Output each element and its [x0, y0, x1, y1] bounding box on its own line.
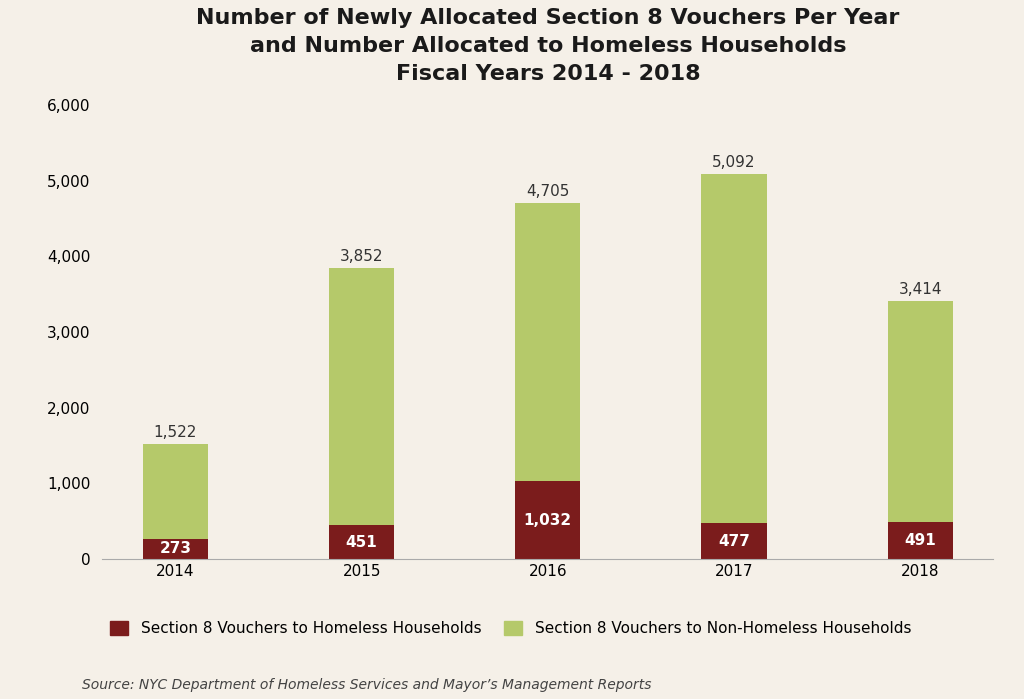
Text: 3,852: 3,852 [340, 249, 383, 264]
Bar [515, 481, 581, 559]
Bar [329, 525, 394, 559]
Text: 3,414: 3,414 [898, 282, 942, 297]
Text: 491: 491 [904, 533, 936, 548]
Legend: Section 8 Vouchers to Homeless Households, Section 8 Vouchers to Non-Homeless Ho: Section 8 Vouchers to Homeless Household… [110, 621, 911, 636]
Text: 451: 451 [346, 535, 378, 549]
Text: 1,032: 1,032 [524, 512, 571, 528]
Bar [888, 522, 952, 559]
Bar [329, 268, 394, 525]
Text: 273: 273 [160, 541, 191, 556]
Bar [701, 523, 767, 559]
Text: 5,092: 5,092 [713, 154, 756, 170]
Bar [888, 301, 952, 522]
Text: Source: NYC Department of Homeless Services and Mayor’s Management Reports: Source: NYC Department of Homeless Servi… [82, 677, 651, 691]
Bar [143, 444, 208, 538]
Bar [143, 538, 208, 559]
Bar [701, 173, 767, 523]
Text: 1,522: 1,522 [154, 425, 198, 440]
Title: Number of Newly Allocated Section 8 Vouchers Per Year
and Number Allocated to Ho: Number of Newly Allocated Section 8 Vouc… [197, 8, 899, 84]
Text: 477: 477 [718, 533, 750, 549]
Bar [515, 203, 581, 481]
Text: 4,705: 4,705 [526, 184, 569, 199]
